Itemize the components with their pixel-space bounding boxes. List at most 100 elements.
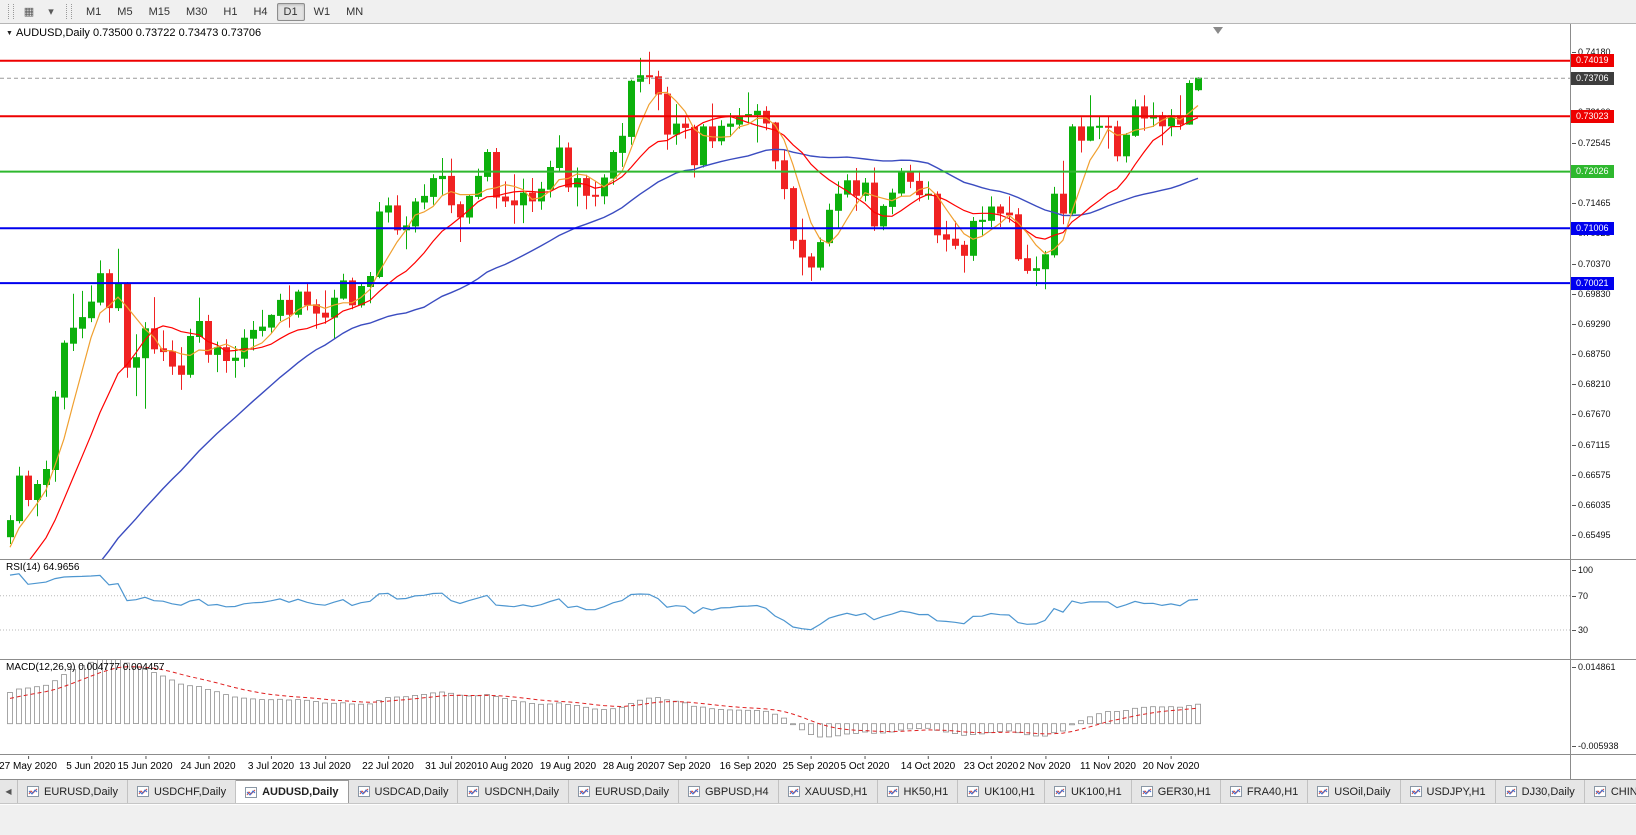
date-tick-label: 31 Jul 2020 — [425, 756, 477, 772]
status-strip — [0, 804, 1636, 835]
chart-shift-marker-icon[interactable] — [1213, 27, 1223, 34]
toolbar-grip[interactable] — [66, 4, 72, 19]
chart-tab-usdcnh-daily[interactable]: USDCNH,Daily — [458, 780, 570, 803]
date-tick-label: 14 Oct 2020 — [900, 756, 956, 772]
rsi-panel: RSI(14) 64.9656 100 70 30 — [0, 560, 1636, 660]
chart-tab-usdchf-daily[interactable]: USDCHF,Daily — [127, 780, 237, 803]
date-labels: 27 May 2020 5 Jun 2020 15 Jun 2020 24 Jun 2… — [0, 755, 1570, 779]
timeframe-button-d1[interactable]: D1 — [276, 2, 305, 21]
chart-title: ▼ AUDUSD,Daily 0.73500 0.73722 0.73473 0.… — [6, 27, 261, 39]
chart-tabbar: ◀ EURUSD,Daily USDCHF,Daily AUDUSD,Daily US… — [0, 780, 1636, 804]
price-axis[interactable]: 0.741800.736400.731000.725450.720100.714… — [1570, 24, 1636, 559]
timeframe-button-h4[interactable]: H4 — [253, 5, 268, 18]
chart-tab-uk100-h1[interactable]: UK100,H1 — [958, 780, 1045, 803]
macd-tick-label: -0.005938 — [1572, 741, 1619, 752]
rsi-label: RSI(14) 64.9656 — [6, 562, 80, 573]
toolbar-grip[interactable] — [8, 4, 14, 19]
chart-window-icon[interactable]: ▦ — [23, 6, 35, 18]
chart-tab-usoil-daily[interactable]: USOil,Daily — [1308, 780, 1401, 803]
rsi-axis[interactable]: 100 70 30 — [1570, 560, 1636, 659]
macd-histogram — [7, 660, 1201, 738]
chart-tab-china300-h1[interactable]: CHINA300,H1 — [1584, 780, 1636, 803]
price-chart-panel: ▼ AUDUSD,Daily 0.73500 0.73722 0.73473 0.… — [0, 24, 1636, 560]
price-tick-label: 0.69290 — [1572, 318, 1611, 329]
date-tick-label: 28 Aug 2020 — [602, 756, 660, 772]
date-tick-label: 5 Jun 2020 — [66, 756, 116, 772]
macd-axis[interactable]: 0.014861 -0.005938 — [1570, 660, 1636, 754]
chart-tab-uk100-h1[interactable]: UK100,H1 — [1044, 780, 1132, 803]
chart-tab-eurusd-daily[interactable]: EURUSD,Daily — [18, 780, 128, 803]
macd-panel: MACD(12,26,9) 0.004777 0.004457 0.014861… — [0, 660, 1636, 755]
chart-thumbnail-icon — [787, 786, 800, 797]
chart-thumbnail-icon — [1504, 786, 1517, 797]
tab-scroll-left-button[interactable]: ◀ — [0, 780, 18, 803]
rsi-tick-label: 100 — [1571, 565, 1594, 576]
timeframes-toolbar: ▦ ▾ M1 M5 M15 M30 H1 H4 D1 W1 MN — [0, 0, 1636, 24]
macd-tick-label: 0.014861 — [1572, 661, 1616, 672]
date-tick-label: 19 Aug 2020 — [539, 756, 597, 772]
date-tick-label: 11 Nov 2020 — [1080, 756, 1136, 772]
price-tick-label: 0.65495 — [1572, 529, 1611, 540]
rsi-plot[interactable] — [0, 560, 1570, 659]
chart-thumbnail-icon — [1053, 786, 1066, 797]
chart-thumbnail-icon — [245, 786, 258, 798]
chart-tab-usdcad-daily[interactable]: USDCAD,Daily — [348, 780, 459, 803]
tab-label: UK100,H1 — [984, 785, 1035, 798]
timeframe-button-w1[interactable]: W1 — [313, 5, 331, 18]
axis-corner — [1570, 755, 1636, 779]
chart-thumbnail-icon — [27, 786, 39, 797]
timeframe-button-m5[interactable]: M5 — [117, 5, 133, 18]
price-tick-label: 0.66575 — [1572, 469, 1611, 480]
chart-thumbnail-icon — [1229, 786, 1242, 797]
chart-tab-xauusd-h1[interactable]: XAUUSD,H1 — [778, 780, 878, 803]
macd-signal-line — [9, 666, 1199, 735]
price-tick-label: 0.68750 — [1572, 348, 1611, 359]
tab-label: EURUSD,Daily — [44, 785, 118, 798]
horizontal-level-lines[interactable] — [0, 59, 1570, 285]
price-level-badge: 0.70021 — [1571, 276, 1614, 290]
price-tick-label: 0.68210 — [1572, 378, 1611, 389]
chart-tab-gbpusd-h4[interactable]: GBPUSD,H4 — [679, 780, 779, 803]
macd-label: MACD(12,26,9) 0.004777 0.004457 — [6, 662, 165, 673]
chart-tab-usdjpy-h1[interactable]: USDJPY,H1 — [1400, 780, 1496, 803]
price-tick-label: 0.66035 — [1572, 499, 1611, 510]
price-tick-label: 0.69830 — [1572, 288, 1611, 299]
chart-tab-hk50-h1[interactable]: HK50,H1 — [877, 780, 959, 803]
date-tick-label: 15 Jun 2020 — [117, 756, 173, 772]
tab-label: EURUSD,Daily — [595, 785, 669, 798]
rsi-tick-label: 30 — [1571, 624, 1589, 635]
timeframe-button-m30[interactable]: M30 — [185, 5, 208, 18]
chart-thumbnail-icon — [357, 786, 370, 797]
chart-tab-ger30-h1[interactable]: GER30,H1 — [1131, 780, 1221, 803]
date-axis[interactable]: 27 May 2020 5 Jun 2020 15 Jun 2020 24 Jun 2… — [0, 755, 1636, 780]
chart-tab-fra40-h1[interactable]: FRA40,H1 — [1220, 780, 1309, 803]
timeframe-button-mn[interactable]: MN — [346, 5, 364, 18]
tab-label: USDCNH,Daily — [484, 785, 560, 798]
tab-label: USDCHF,Daily — [153, 785, 227, 798]
timeframe-button-h1[interactable]: H1 — [223, 5, 238, 18]
date-tick-label: 13 Jul 2020 — [299, 756, 351, 772]
chart-tab-dj30-daily[interactable]: DJ30,Daily — [1495, 780, 1585, 803]
ma-slow-line — [101, 148, 1199, 559]
date-tick-label: 24 Jun 2020 — [180, 756, 236, 772]
dropdown-icon[interactable]: ▾ — [48, 6, 54, 18]
chart-tab-eurusd-daily[interactable]: EURUSD,Daily — [569, 780, 679, 803]
chart-thumbnail-icon — [467, 786, 480, 797]
timeframe-button-m15[interactable]: M15 — [148, 5, 170, 18]
ma-fast-line — [9, 91, 1199, 548]
macd-plot[interactable] — [0, 660, 1570, 754]
chart-tab-audusd-daily[interactable]: AUDUSD,Daily — [236, 780, 349, 803]
price-chart-plot[interactable] — [0, 24, 1570, 559]
chart-thumbnail-icon — [136, 786, 149, 797]
toolbar-icons: ▦ ▾ — [18, 2, 62, 22]
tab-label: USDJPY,H1 — [1426, 785, 1486, 798]
date-tick-label: 3 Jul 2020 — [247, 756, 295, 772]
tab-label: USDCAD,Daily — [374, 785, 449, 798]
timeframe-button-m1[interactable]: M1 — [86, 5, 102, 18]
date-tick-label: 20 Nov 2020 — [1142, 756, 1200, 772]
chart-thumbnail-icon — [578, 786, 591, 797]
price-tick-label: 0.71465 — [1572, 197, 1611, 208]
date-tick-label: 27 May 2020 — [0, 756, 57, 772]
tab-label: GBPUSD,H4 — [705, 785, 769, 798]
